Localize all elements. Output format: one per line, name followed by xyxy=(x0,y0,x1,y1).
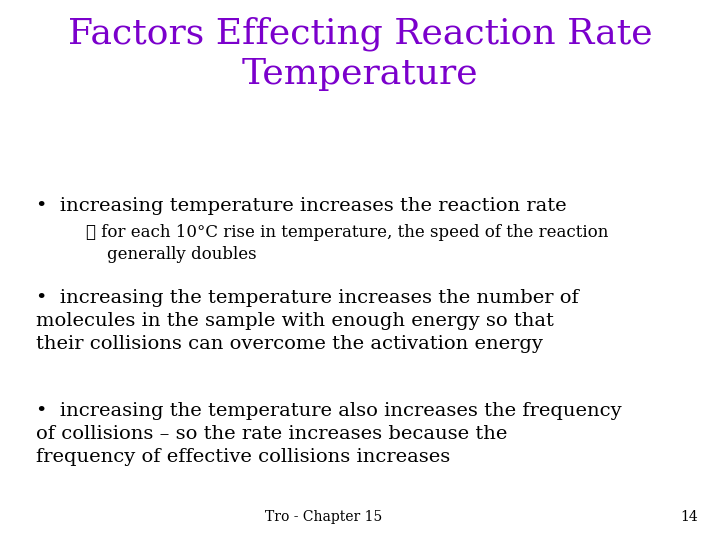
Text: •  increasing the temperature also increases the frequency
of collisions – so th: • increasing the temperature also increa… xyxy=(36,402,621,466)
Text: •  increasing the temperature increases the number of
molecules in the sample wi: • increasing the temperature increases t… xyxy=(36,289,579,353)
Text: Tro - Chapter 15: Tro - Chapter 15 xyxy=(266,510,382,524)
Text: •  increasing temperature increases the reaction rate: • increasing temperature increases the r… xyxy=(36,197,567,215)
Text: Factors Effecting Reaction Rate
Temperature: Factors Effecting Reaction Rate Temperat… xyxy=(68,16,652,91)
Text: 14: 14 xyxy=(680,510,698,524)
Text: ✓ for each 10°C rise in temperature, the speed of the reaction
    generally dou: ✓ for each 10°C rise in temperature, the… xyxy=(86,224,609,262)
